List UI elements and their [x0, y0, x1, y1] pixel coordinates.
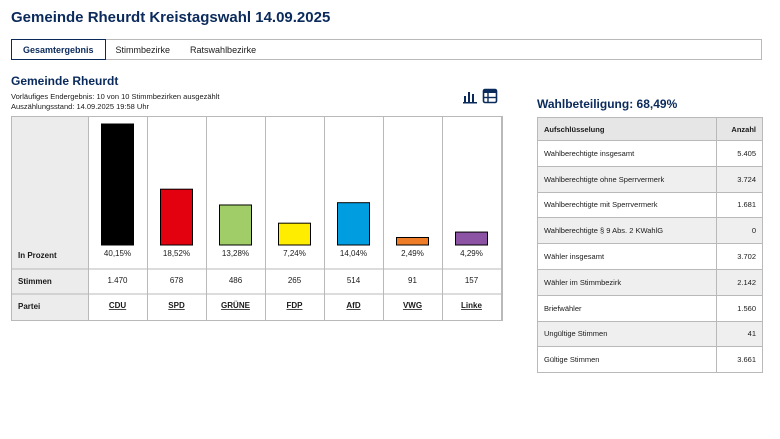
row-value: 1.681 [716, 191, 763, 219]
party-label: GRÜNE [221, 301, 251, 310]
table-row: Wähler im Stimmbezirk 2.142 [537, 268, 763, 296]
table-row: Briefwähler 1.560 [537, 294, 763, 322]
row-value: 3.702 [716, 243, 763, 270]
row-value: 3.724 [716, 165, 763, 193]
results-chart-svg: 40,15% 1.470 CDU 18,52% 678 SPD 13,28% 486 GRÜNE… [12, 117, 502, 320]
table-row: Wahlberechtigte insgesamt 5.405 [537, 140, 763, 167]
row-value: 5.405 [716, 140, 763, 167]
tab-stimmbezirke[interactable]: Stimmbezirke [115, 44, 171, 55]
row-label: Wahlberechtigte § 9 Abs. 2 KWahlG [537, 217, 717, 245]
row-value: 1.560 [716, 294, 763, 322]
votes-label: 157 [465, 276, 479, 285]
turnout-header-label: Aufschlüsselung [537, 117, 717, 141]
row-label-votes: Stimmen [18, 277, 52, 286]
row-value: 41 [716, 320, 763, 348]
bar-grüne [219, 204, 252, 246]
percent-label: 7,24% [283, 249, 306, 258]
turnout-table-header: Aufschlüsselung Anzahl [537, 117, 763, 141]
bar-afd [337, 202, 370, 246]
row-label: Briefwähler [537, 294, 717, 322]
row-label: Wahlberechtigte insgesamt [537, 140, 717, 167]
results-chart: 40,15% 1.470 CDU 18,52% 678 SPD 13,28% 486 GRÜNE… [11, 116, 503, 321]
row-label-column [12, 117, 88, 320]
tab-bar: Gesamtergebnis Stimmbezirke Ratswahlbezi… [11, 39, 762, 60]
party-label: VWG [403, 301, 422, 310]
count-timestamp: Auszählungsstand: 14.09.2025 19:58 Uhr [11, 102, 150, 111]
turnout-header-value: Anzahl [716, 117, 763, 141]
row-label: Ungültige Stimmen [537, 320, 717, 348]
row-label-party: Partei [18, 302, 41, 311]
table-row: Gültige Stimmen 3.661 [537, 346, 763, 374]
percent-label: 14,04% [340, 249, 367, 258]
row-label: Wahlberechtigte mit Sperrvermerk [537, 191, 717, 219]
votes-label: 514 [347, 276, 361, 285]
votes-label: 91 [408, 276, 417, 285]
bar-chart-icon[interactable] [462, 88, 478, 104]
section-title: Gemeinde Rheurdt [11, 74, 119, 88]
row-value: 3.661 [716, 346, 763, 374]
votes-label: 265 [288, 276, 302, 285]
turnout-table: Aufschlüsselung Anzahl Wahlberechtigte i… [537, 117, 763, 374]
percent-label: 18,52% [163, 249, 190, 258]
party-label: AfD [346, 301, 360, 310]
percent-label: 40,15% [104, 249, 131, 258]
row-value: 0 [716, 217, 763, 245]
votes-label: 1.470 [107, 276, 128, 285]
tab-ratswahlbezirke[interactable]: Ratswahlbezirke [190, 44, 257, 55]
bar-vwg [396, 236, 429, 246]
table-row: Wahlberechtigte mit Sperrvermerk 1.681 [537, 191, 763, 219]
votes-label: 678 [170, 276, 184, 285]
party-label: FDP [287, 301, 304, 310]
percent-label: 13,28% [222, 249, 249, 258]
party-label: Linke [461, 301, 482, 310]
party-label: CDU [109, 301, 127, 310]
percent-label: 4,29% [460, 249, 483, 258]
table-row: Wahlberechtigte § 9 Abs. 2 KWahlG 0 [537, 217, 763, 245]
bar-linke [455, 231, 488, 246]
bar-spd [160, 188, 193, 246]
table-view-icon[interactable] [482, 88, 498, 104]
bar-cdu [101, 123, 134, 246]
turnout-title: Wahlbeteiligung: 68,49% [537, 97, 678, 111]
row-label: Wähler insgesamt [537, 243, 717, 270]
table-row: Wähler insgesamt 3.702 [537, 243, 763, 270]
party-label: SPD [168, 301, 185, 310]
page-title: Gemeinde Rheurdt Kreistagswahl 14.09.202… [11, 9, 331, 26]
bar-fdp [278, 222, 311, 246]
row-label: Wahlberechtigte ohne Sperrvermerk [537, 165, 717, 193]
votes-label: 486 [229, 276, 243, 285]
row-label: Wähler im Stimmbezirk [537, 268, 717, 296]
row-value: 2.142 [716, 268, 763, 296]
table-row: Wahlberechtigte ohne Sperrvermerk 3.724 [537, 165, 763, 193]
table-row: Ungültige Stimmen 41 [537, 320, 763, 348]
count-status: Vorläufiges Endergebnis: 10 von 10 Stimm… [11, 92, 220, 101]
row-label: Gültige Stimmen [537, 346, 717, 374]
percent-label: 2,49% [401, 249, 424, 258]
row-label-percent: In Prozent [18, 251, 57, 260]
tab-gesamtergebnis[interactable]: Gesamtergebnis [11, 39, 106, 60]
